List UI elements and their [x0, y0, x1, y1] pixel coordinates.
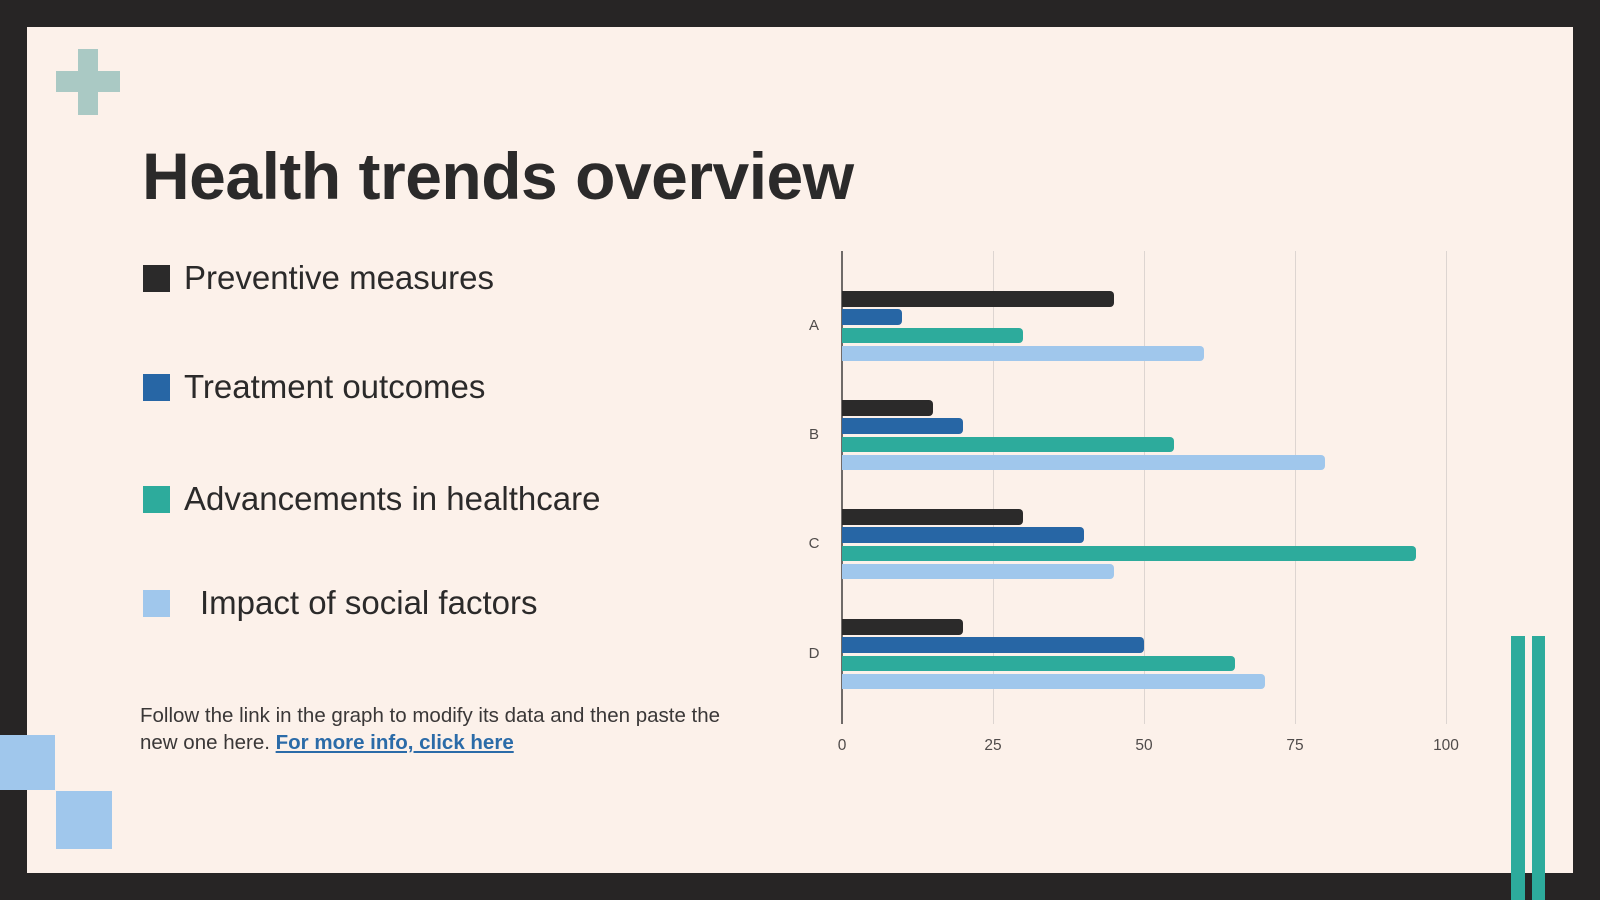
chart-legend: Preventive measures Treatment outcomes Adv… — [143, 0, 783, 846]
plus-cross-vertical-arm — [78, 49, 98, 115]
chart-bar — [842, 619, 963, 635]
chart-bar — [842, 545, 1416, 562]
chart-bar — [842, 454, 1326, 471]
footer-note-text: Follow the link in the graph to modify i… — [140, 703, 721, 754]
x-axis-tick-label: 0 — [837, 737, 847, 754]
legend-item-label: Treatment outcomes — [184, 368, 486, 405]
chart-bar — [842, 345, 1205, 362]
chart-bar — [842, 327, 1024, 344]
category-label: C — [808, 535, 820, 552]
chart-gridline — [1143, 251, 1145, 724]
x-axis-tick-label: 75 — [1286, 737, 1304, 754]
footer-more-info-link[interactable]: For more info, click here — [275, 730, 514, 754]
legend-item: Impact of social factors — [143, 577, 537, 629]
legend-item-label: Advancements in healthcare — [184, 480, 601, 517]
blue-square-decoration-1 — [0, 735, 55, 790]
legend-swatch — [143, 589, 170, 617]
category-label: D — [808, 645, 820, 662]
y-axis-line — [841, 251, 843, 724]
chart-bar — [842, 673, 1265, 690]
legend-swatch — [143, 264, 170, 292]
legend-swatch — [143, 373, 170, 401]
slide-background — [27, 27, 1573, 873]
legend-item: Preventive measures — [143, 252, 494, 304]
teal-vertical-bar-decoration-1 — [1511, 636, 1525, 900]
legend-item-label: Preventive measures — [184, 259, 494, 296]
blue-square-decoration-2 — [56, 791, 112, 849]
chart-gridline — [1445, 251, 1447, 724]
teal-vertical-bar-decoration-2 — [1532, 636, 1545, 900]
chart-bar — [842, 418, 963, 434]
category-label: A — [808, 317, 819, 334]
chart-bar — [842, 309, 903, 325]
chart-bar — [842, 637, 1144, 653]
legend-item: Advancements in healthcare — [143, 473, 600, 525]
legend-item-label: Impact of social factors — [200, 584, 538, 621]
legend-item: Treatment outcomes — [143, 361, 485, 413]
slide-title: Health trends overview — [142, 139, 854, 214]
chart-gridline — [992, 251, 994, 724]
footer-note: Follow the link in the graph to modify i… — [140, 702, 724, 756]
bar-chart-plot-area: 0 25 50 75 100 A B C D — [809, 251, 1459, 754]
chart-gridline — [1294, 251, 1296, 724]
chart-bar — [842, 436, 1175, 453]
x-axis-tick-label: 50 — [1135, 737, 1153, 754]
chart-bar — [842, 527, 1084, 543]
chart-bar — [842, 400, 933, 416]
plus-cross-decoration — [56, 49, 120, 115]
chart-bar — [842, 509, 1024, 525]
x-axis-tick-label: 25 — [984, 737, 1002, 754]
chart-bar — [842, 655, 1235, 672]
legend-swatch — [143, 485, 170, 513]
category-label: B — [808, 426, 819, 443]
chart-bar — [842, 291, 1114, 307]
chart-bar — [842, 563, 1114, 580]
x-axis-tick-label: 100 — [1433, 737, 1459, 754]
